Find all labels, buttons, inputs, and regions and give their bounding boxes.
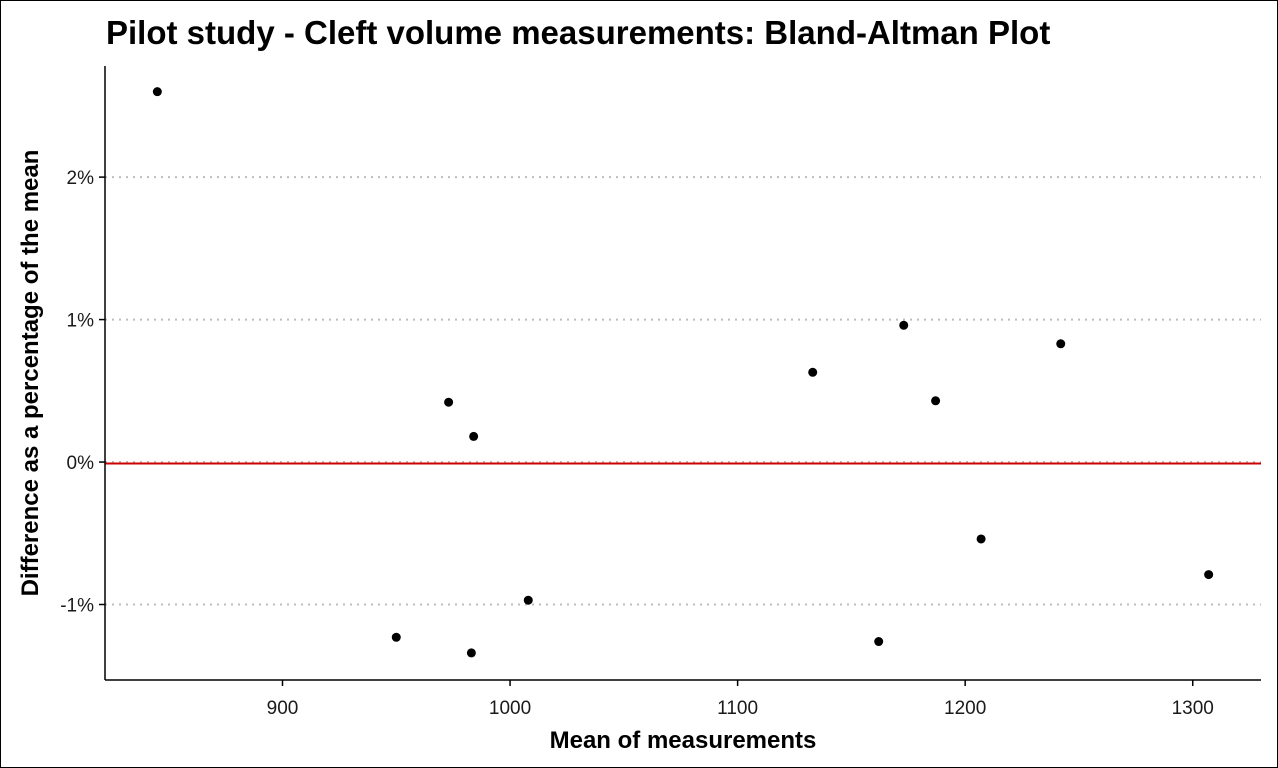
data-point bbox=[1204, 570, 1214, 580]
y-tick-label: 0% bbox=[67, 453, 95, 474]
data-point bbox=[1056, 339, 1066, 349]
y-axis-title: Difference as a percentage of the mean bbox=[17, 150, 44, 597]
chart-title: Pilot study - Cleft volume measurements:… bbox=[106, 14, 1050, 51]
x-tick-label: 1100 bbox=[717, 698, 758, 719]
y-tick-label: 1% bbox=[67, 311, 95, 332]
data-points bbox=[152, 87, 1214, 658]
data-point bbox=[931, 396, 941, 406]
grid-lines bbox=[105, 176, 1261, 606]
x-tick-label: 1000 bbox=[489, 698, 531, 719]
data-point bbox=[808, 367, 818, 377]
data-point bbox=[976, 534, 986, 544]
y-tick-label: 2% bbox=[67, 168, 95, 189]
data-point bbox=[152, 87, 162, 97]
y-tick-label: -1% bbox=[60, 595, 94, 616]
data-point bbox=[874, 637, 884, 647]
x-tick-label: 1300 bbox=[1172, 698, 1214, 719]
x-tick-label: 1200 bbox=[944, 698, 986, 719]
data-point bbox=[523, 595, 533, 605]
data-point bbox=[444, 397, 454, 407]
y-ticks: -1% 0% 1% 2% bbox=[60, 168, 105, 616]
data-point bbox=[466, 648, 476, 658]
x-ticks: 900 1000 1100 1200 1300 bbox=[267, 680, 1214, 719]
x-tick-label: 900 bbox=[267, 698, 299, 719]
data-point bbox=[469, 431, 479, 441]
x-axis-title: Mean of measurements bbox=[550, 727, 817, 754]
data-point bbox=[899, 320, 909, 330]
data-point bbox=[391, 632, 401, 642]
